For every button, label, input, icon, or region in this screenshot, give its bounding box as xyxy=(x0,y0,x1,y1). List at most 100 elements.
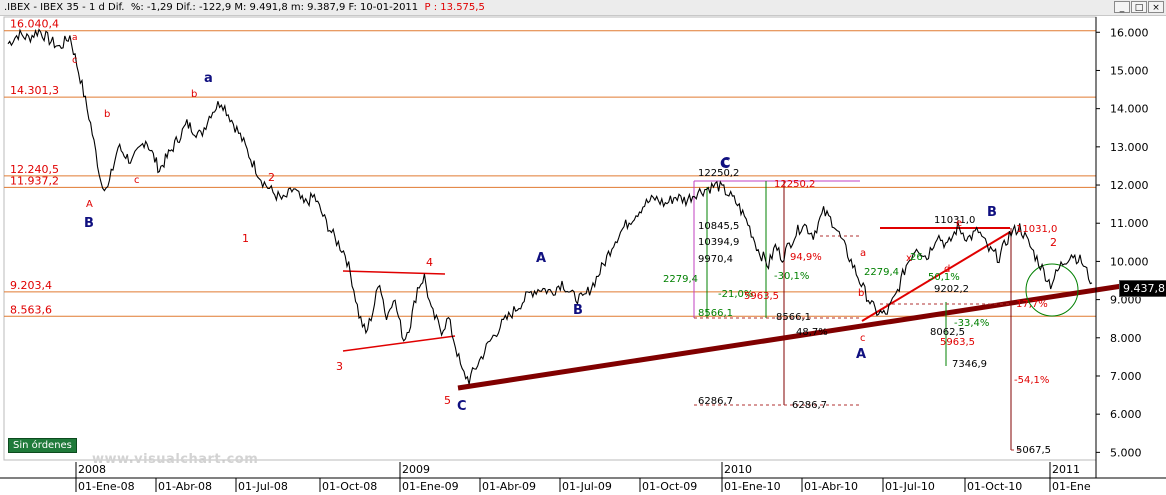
chart-annotation: c xyxy=(134,175,140,186)
price-chart[interactable]: 16.040,4 14.301,3 12.240,511.937,2 9.203,4 8… xyxy=(0,15,1166,495)
chart-annotation: 9970,4 xyxy=(698,254,733,265)
horizontal-levels: 16.040,4 14.301,3 12.240,511.937,2 9.203,4 8… xyxy=(4,18,1096,317)
level-label: 12.240,5 xyxy=(10,163,59,176)
y-tick-label: 6.000 xyxy=(1110,408,1142,421)
chart-drawings xyxy=(342,180,1123,451)
chart-annotation: b xyxy=(858,288,864,299)
chart-annotation: 12250,2 xyxy=(774,179,815,190)
chart-annotation: 3 xyxy=(336,360,343,373)
chart-annotation: b xyxy=(191,89,197,100)
x-tick-label: 01-Jul-09 xyxy=(562,480,612,493)
level-label: 9.203,4 xyxy=(10,279,52,292)
chart-annotation: b xyxy=(104,109,110,120)
chart-annotation: 9202,2 xyxy=(934,284,969,295)
year-label: 2009 xyxy=(402,463,430,476)
y-tick-label: 10.000 xyxy=(1110,255,1149,268)
year-label: 2011 xyxy=(1052,463,1080,476)
chart-annotation: 7346,9 xyxy=(952,359,987,370)
year-label: 2010 xyxy=(724,463,752,476)
y-tick-label: 14.000 xyxy=(1110,103,1149,116)
x-tick-label: 01-Abr-09 xyxy=(482,480,536,493)
chart-annotation: 5963,5 xyxy=(940,337,975,348)
title-bar: .IBEX - IBEX 35 - 1 d Dif. %: -1,29 Dif.… xyxy=(0,0,1166,16)
chart-annotation: 94,9% xyxy=(790,252,822,263)
chart-annotation: 8566,1 xyxy=(698,308,733,319)
current-price-label: 9.437,8 xyxy=(1119,280,1166,297)
chart-annotation: 5963,5 xyxy=(744,291,779,302)
chart-annotation: -33,4% xyxy=(954,318,989,329)
chart-annotation: d xyxy=(944,264,950,275)
chart-annotation: 50,1% xyxy=(928,272,960,283)
chart-annotation: 2279,4 xyxy=(663,274,698,285)
chart-annotation: C xyxy=(720,157,730,172)
grid xyxy=(3,16,1097,461)
chart-annotation: 5 xyxy=(444,394,451,407)
maximize-button[interactable]: □ xyxy=(1131,1,1147,13)
chart-annotation: 48,7% xyxy=(796,327,828,338)
chart-annotation: a xyxy=(204,71,213,86)
minimize-button[interactable]: _ xyxy=(1114,1,1130,13)
chart-annotation: 17,7% xyxy=(1016,299,1048,310)
price-series xyxy=(7,28,1093,385)
wave-label: C xyxy=(721,156,731,171)
y-tick-label: 13.000 xyxy=(1110,141,1149,154)
y-tick-label: 11.000 xyxy=(1110,217,1149,230)
watermark: www.visualchart.com xyxy=(92,452,259,467)
x-tick-label: 01-Ene xyxy=(1052,480,1091,493)
chart-annotation: x xyxy=(906,253,912,264)
y-tick-label: 7.000 xyxy=(1110,370,1142,383)
chart-annotation: 2 xyxy=(1050,236,1057,249)
chart-annotation: 6286,7 xyxy=(698,396,733,407)
x-tick-label: 01-Ene-08 xyxy=(78,480,135,493)
highlight-circle xyxy=(1025,263,1079,317)
chart-annotation: 10845,5 xyxy=(698,221,739,232)
chart-annotation: a xyxy=(860,248,866,259)
plot-frame xyxy=(3,16,1097,461)
y-tick-label: 16.000 xyxy=(1110,26,1149,39)
price-line xyxy=(7,28,1093,385)
axes: 16.000 15.000 14.000 13.000 12.000 11.000 10.0… xyxy=(0,17,1166,493)
x-tick-label: 01-Oct-10 xyxy=(967,480,1022,493)
x-tick-label: 01-Abr-08 xyxy=(158,480,212,493)
wave-label: A xyxy=(856,347,866,362)
x-tick-label: 01-Oct-09 xyxy=(642,480,697,493)
window-controls: _ □ × xyxy=(1114,1,1164,13)
chart-annotation: 2 xyxy=(268,171,275,184)
year-label: 2008 xyxy=(78,463,106,476)
close-button[interactable]: × xyxy=(1148,1,1164,13)
chart-annotation: c xyxy=(72,55,78,66)
orders-badge[interactable]: Sin órdenes xyxy=(8,438,77,453)
chart-annotation: c xyxy=(860,333,866,344)
chart-annotation: 5067,5 xyxy=(1016,445,1051,456)
chart-annotation: -21,0% xyxy=(718,289,753,300)
chart-annotation: A xyxy=(86,199,93,210)
chart-annotation: a xyxy=(72,33,78,43)
level-label: 8.563,6 xyxy=(10,303,52,316)
y-tick-label: 8.000 xyxy=(1110,332,1142,345)
chart-annotation: 26 xyxy=(910,252,923,263)
chart-annotation: 6286,7 xyxy=(792,400,827,411)
x-tick-label: 01-Jul-08 xyxy=(238,480,288,493)
chart-annotation: 4 xyxy=(426,256,433,269)
chart-annotation: -30,1% xyxy=(774,271,809,282)
y-tick-label: 12.000 xyxy=(1110,179,1149,192)
rising-wedge-line xyxy=(861,231,1011,322)
chart-annotation: e xyxy=(956,218,962,229)
wave-label: B xyxy=(987,205,997,220)
chart-annotation: B xyxy=(84,216,94,231)
x-tick-label: 01-Abr-10 xyxy=(804,480,858,493)
y-tick-label: 15.000 xyxy=(1110,64,1149,77)
chart-annotation: 10394,9 xyxy=(698,237,739,248)
title-values: .IBEX - IBEX 35 - 1 d Dif. %: -1,29 Dif.… xyxy=(4,2,419,13)
price-label: P : 13.575,5 xyxy=(424,2,485,13)
x-tick-label: 01-Jul-10 xyxy=(885,480,935,493)
chart-annotation: 11031,0 xyxy=(1016,224,1057,235)
window-title: .IBEX - IBEX 35 - 1 d Dif. %: -1,29 Dif.… xyxy=(4,0,485,15)
chart-annotation: -54,1% xyxy=(1014,375,1049,386)
level-label: 14.301,3 xyxy=(10,84,59,97)
level-label: 16.040,4 xyxy=(10,18,59,31)
y-tick-label: 5.000 xyxy=(1110,446,1142,459)
level-label: 11.937,2 xyxy=(10,174,59,187)
